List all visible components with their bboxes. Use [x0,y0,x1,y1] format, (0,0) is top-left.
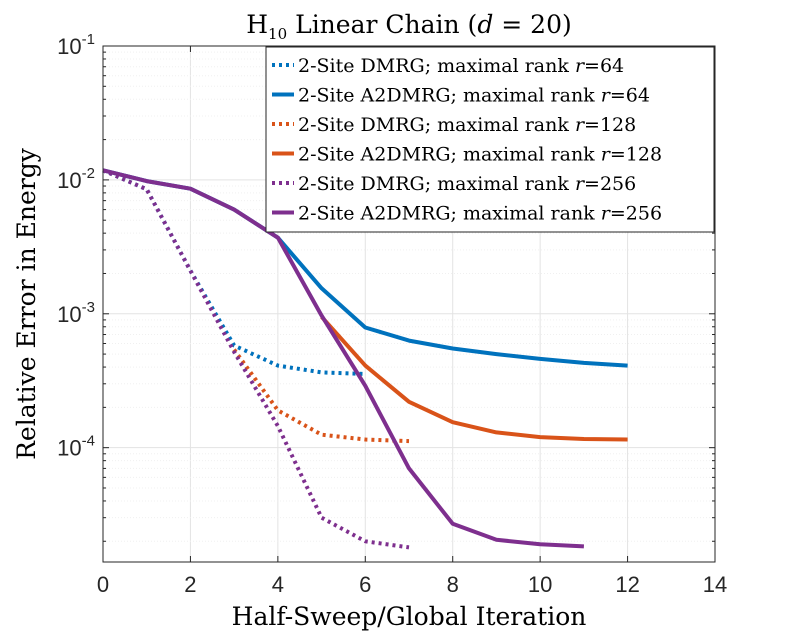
series-line-6 [102,168,585,549]
y-tick-label: 10-1 [57,31,95,59]
x-tick-label: 0 [97,572,109,597]
x-tick-label: 6 [359,572,371,597]
x-axis-label: Half-Sweep/Global Iteration [232,602,587,631]
x-tick-label: 8 [447,572,459,597]
series-line-5 [102,168,410,550]
y-tick-label: 10-3 [57,299,95,327]
legend-entry-label: 2-Site DMRG; maximal rank r=256 [298,173,636,195]
x-tick-label: 4 [272,572,284,597]
legend-box [265,46,715,233]
x-tick-label: 10 [528,572,552,597]
x-tick-label: 12 [615,572,639,597]
legend-entry-label: 2-Site A2DMRG; maximal rank r=128 [298,144,662,166]
x-tick-label: 2 [184,572,196,597]
legend: 2-Site DMRG; maximal rank r=64 2-Site A2D… [265,46,715,233]
chart-title: H10 Linear Chain (d = 20) [246,10,572,43]
legend-entry-label: 2-Site DMRG; maximal rank r=128 [298,114,636,136]
y-tick-label: 10-2 [57,165,95,193]
legend-entry-label: 2-Site A2DMRG; maximal rank r=64 [298,85,650,107]
ticks: 0 2 4 6 8 10 12 14 10-4 10-3 10-2 10-1 [57,31,727,597]
x-tick-label: 14 [703,572,727,597]
y-axis-label: Relative Error in Energy [12,147,41,460]
axes-box [102,45,716,563]
legend-entry-label: 2-Site A2DMRG; maximal rank r=256 [298,203,662,225]
series-line-4 [320,315,628,442]
series-line-3 [232,348,410,444]
y-tick-label: 10-4 [57,433,95,461]
legend-entry-label: 2-Site DMRG; maximal rank r=64 [298,55,624,77]
series-layer [102,168,628,550]
